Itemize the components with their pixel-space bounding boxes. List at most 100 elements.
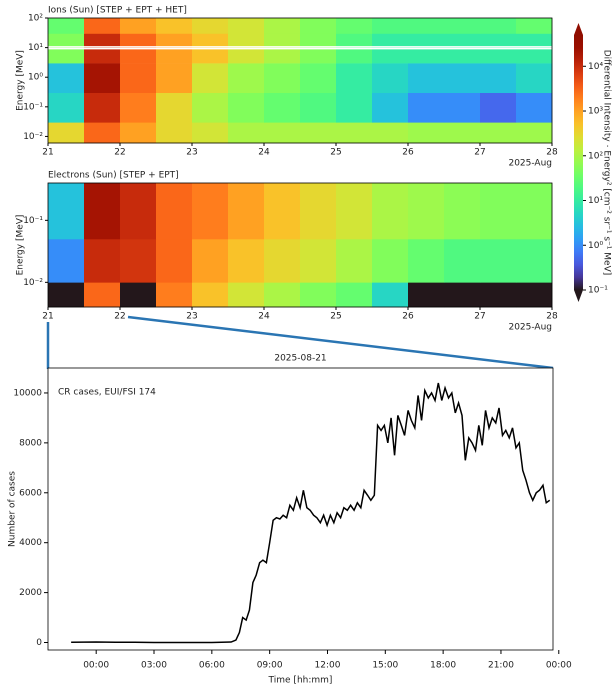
y-tick-label: 10⁻¹ xyxy=(23,102,43,112)
heat-cell xyxy=(444,63,481,93)
colorbar-tick-label: 10³ xyxy=(588,107,603,117)
heat-cell xyxy=(336,282,373,308)
colorbar-tick-label: 10² xyxy=(588,151,603,161)
heat-cell xyxy=(480,238,517,283)
heat-cell xyxy=(48,238,85,283)
x-tick-label: 23 xyxy=(186,148,197,158)
colorbar-tick-label: 10⁴ xyxy=(588,62,603,72)
heat-cell xyxy=(480,183,517,240)
x-tick-label: 25 xyxy=(330,312,341,322)
heat-cell xyxy=(408,122,445,144)
heat-cell xyxy=(264,238,301,283)
heat-cell xyxy=(48,122,85,144)
heat-cell xyxy=(372,282,409,308)
heat-cell xyxy=(156,183,193,240)
heat-cell xyxy=(48,92,85,123)
x-axis-label: Time [hh:mm] xyxy=(268,676,333,686)
x-tick-label: 18:00 xyxy=(430,661,456,671)
heat-cell xyxy=(48,63,85,93)
heat-cell xyxy=(48,282,85,308)
x-tick-label: 28 xyxy=(546,148,558,158)
heat-cell xyxy=(408,18,445,34)
y-axis-label: Energy [MeV] xyxy=(16,215,26,276)
heat-cell xyxy=(444,282,481,308)
x-tick-label: 00:00 xyxy=(546,661,572,671)
heat-cell xyxy=(120,238,157,283)
y-tick-label: 10⁻² xyxy=(23,278,43,288)
y-tick-label: 2000 xyxy=(19,588,42,598)
heat-cell xyxy=(156,63,193,93)
heat-cell xyxy=(192,282,229,308)
heat-cell xyxy=(228,183,265,240)
plot-frame xyxy=(47,17,553,144)
heat-cell xyxy=(84,63,121,93)
plot-frame xyxy=(47,182,553,308)
colorbar xyxy=(574,35,583,290)
heat-cell xyxy=(264,92,301,123)
y-tick-label: 0 xyxy=(36,638,42,648)
heat-cell xyxy=(120,18,157,34)
heat-cell xyxy=(228,282,265,308)
heat-cell xyxy=(300,282,337,308)
heat-cell xyxy=(156,122,193,144)
heat-cell xyxy=(228,122,265,144)
heat-cell xyxy=(228,63,265,93)
heat-cell xyxy=(372,92,409,123)
heat-cell xyxy=(264,63,301,93)
x-tick-label: 21:00 xyxy=(488,661,514,671)
heat-cell xyxy=(156,18,193,34)
heat-cell xyxy=(336,238,373,283)
y-tick-label: 10⁻² xyxy=(23,132,43,142)
heat-cell xyxy=(516,18,553,34)
y-tick-label: 4000 xyxy=(19,538,42,548)
colorbar-tick-label: 10⁰ xyxy=(588,241,603,251)
heat-cell xyxy=(516,183,553,240)
heat-cell xyxy=(264,18,301,34)
heat-cell xyxy=(372,238,409,283)
heat-cell xyxy=(372,183,409,240)
heat-cell xyxy=(300,92,337,123)
x-tick-label: 15:00 xyxy=(372,661,398,671)
heat-cell xyxy=(300,18,337,34)
panel-title: Ions (Sun) [STEP + EPT + HET] xyxy=(48,6,187,16)
data-line xyxy=(71,382,551,644)
heat-cell xyxy=(372,18,409,34)
colorbar-extend xyxy=(574,23,583,35)
colorbar-label: Differential Intensity · Energy² [cm⁻² s… xyxy=(602,50,612,275)
heat-cell xyxy=(228,238,265,283)
chart-title: 2025-08-21 xyxy=(274,354,326,364)
zoom-connector xyxy=(127,315,554,370)
heat-cell xyxy=(516,122,553,144)
heat-cell xyxy=(192,18,229,34)
heat-cell xyxy=(84,122,121,144)
heat-cell xyxy=(192,63,229,93)
heat-cell xyxy=(372,63,409,93)
heat-cell xyxy=(120,282,157,308)
heat-cell xyxy=(444,122,481,144)
heat-cell xyxy=(336,63,373,93)
y-tick-label: 10¹ xyxy=(28,43,43,53)
x-tick-label: 26 xyxy=(402,312,414,322)
heat-cell xyxy=(84,183,121,240)
colorbar-tick-label: 10¹ xyxy=(588,196,603,206)
heat-cell xyxy=(372,122,409,144)
x-tick-label: 22 xyxy=(114,312,125,322)
y-axis-label: Number of cases xyxy=(8,471,18,547)
heat-cell xyxy=(480,282,517,308)
annotation: CR cases, EUI/FSI 174 xyxy=(58,388,156,398)
heat-cell xyxy=(408,183,445,240)
x-tick-label: 00:00 xyxy=(83,661,109,671)
heat-cell xyxy=(408,282,445,308)
heat-cell xyxy=(480,18,517,34)
heat-cell xyxy=(516,238,553,283)
x-tick-label: 27 xyxy=(474,312,485,322)
panel-title: Electrons (Sun) [STEP + EPT] xyxy=(48,171,179,181)
x-tick-label: 24 xyxy=(258,148,270,158)
heat-cell xyxy=(444,183,481,240)
heat-cell xyxy=(156,92,193,123)
heat-cell xyxy=(192,122,229,144)
heat-cell xyxy=(120,63,157,93)
heat-cell xyxy=(300,183,337,240)
